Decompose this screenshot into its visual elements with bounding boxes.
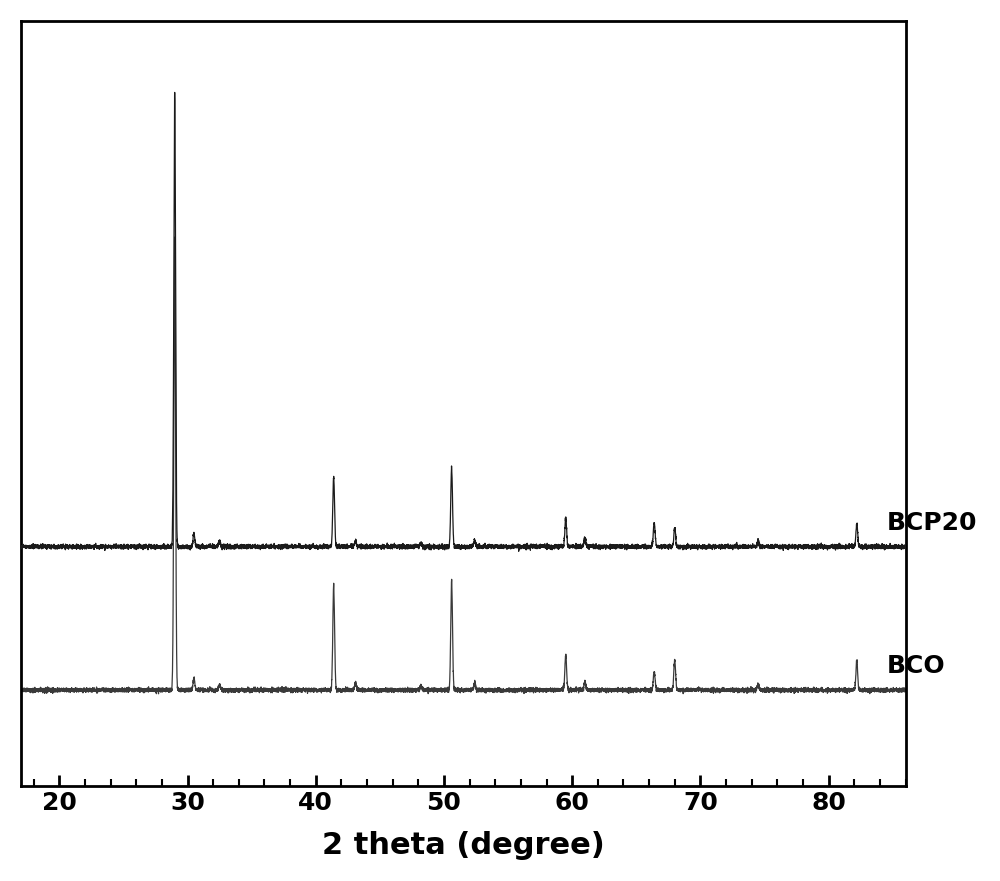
Text: BCP20: BCP20 [886, 511, 977, 535]
X-axis label: 2 theta (degree): 2 theta (degree) [322, 831, 605, 860]
Text: BCO: BCO [886, 654, 945, 678]
